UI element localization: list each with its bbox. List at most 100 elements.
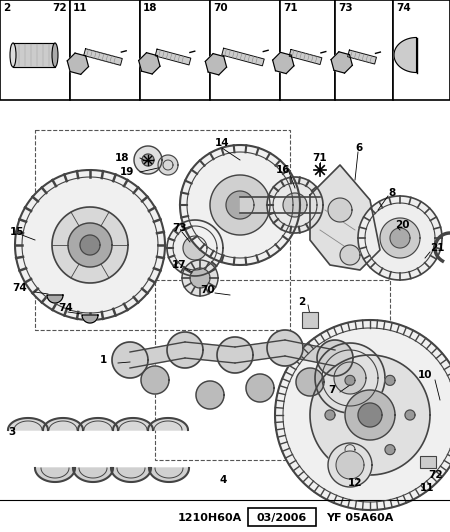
Polygon shape — [336, 451, 364, 479]
Polygon shape — [82, 315, 98, 323]
Text: 72: 72 — [428, 470, 443, 480]
Text: 20: 20 — [395, 220, 410, 230]
Polygon shape — [190, 268, 210, 288]
Polygon shape — [310, 165, 380, 270]
Polygon shape — [80, 235, 100, 255]
Text: 17: 17 — [172, 260, 187, 270]
Text: 7: 7 — [328, 385, 335, 395]
Text: 4: 4 — [220, 475, 227, 485]
Polygon shape — [180, 145, 300, 265]
Polygon shape — [67, 53, 89, 74]
Polygon shape — [328, 198, 352, 222]
Polygon shape — [35, 468, 75, 482]
Polygon shape — [340, 245, 360, 265]
Ellipse shape — [52, 43, 58, 67]
Polygon shape — [149, 468, 189, 482]
Polygon shape — [205, 54, 227, 75]
Polygon shape — [315, 343, 385, 413]
Polygon shape — [240, 197, 320, 213]
Polygon shape — [334, 362, 366, 394]
Polygon shape — [139, 53, 160, 74]
Text: 19: 19 — [120, 167, 135, 177]
Bar — [335, 0, 393, 100]
Text: 74: 74 — [58, 303, 73, 313]
Bar — [210, 0, 280, 100]
Text: 73: 73 — [338, 3, 353, 13]
Text: 71: 71 — [283, 3, 297, 13]
Ellipse shape — [10, 43, 16, 67]
Bar — [302, 312, 318, 328]
Polygon shape — [112, 342, 148, 378]
Polygon shape — [358, 403, 382, 427]
Polygon shape — [358, 196, 442, 280]
Text: 8: 8 — [388, 188, 395, 198]
Text: 12: 12 — [348, 478, 363, 488]
Polygon shape — [84, 49, 122, 65]
Polygon shape — [235, 340, 285, 363]
Polygon shape — [142, 154, 154, 166]
Text: 11: 11 — [420, 483, 435, 493]
Text: 1: 1 — [100, 355, 107, 365]
Polygon shape — [380, 218, 420, 258]
Bar — [393, 0, 450, 100]
Polygon shape — [134, 146, 162, 174]
Bar — [140, 0, 210, 100]
Text: 70: 70 — [213, 3, 228, 13]
Polygon shape — [405, 410, 415, 420]
Text: 71: 71 — [312, 153, 327, 163]
Polygon shape — [130, 342, 185, 368]
Polygon shape — [43, 418, 83, 430]
Polygon shape — [148, 418, 188, 430]
Polygon shape — [310, 355, 430, 475]
Polygon shape — [158, 155, 178, 175]
Polygon shape — [68, 223, 112, 267]
Text: 70: 70 — [200, 285, 215, 295]
Polygon shape — [113, 418, 153, 430]
Text: 14: 14 — [215, 138, 230, 148]
Text: 16: 16 — [276, 165, 291, 175]
Polygon shape — [285, 340, 335, 366]
Polygon shape — [385, 445, 395, 455]
Text: 21: 21 — [430, 243, 445, 253]
Polygon shape — [296, 368, 324, 396]
Polygon shape — [217, 337, 253, 373]
Text: 73: 73 — [172, 223, 187, 233]
Polygon shape — [185, 342, 235, 363]
Polygon shape — [167, 332, 203, 368]
Polygon shape — [155, 49, 191, 65]
Bar — [155, 280, 390, 460]
Polygon shape — [210, 175, 270, 235]
Text: 74: 74 — [12, 283, 27, 293]
Bar — [280, 0, 335, 100]
Polygon shape — [345, 445, 355, 455]
Polygon shape — [273, 52, 294, 73]
Polygon shape — [345, 376, 355, 385]
Polygon shape — [394, 37, 417, 72]
Text: 74: 74 — [396, 3, 411, 13]
Polygon shape — [283, 193, 307, 217]
Text: 1210H60A: 1210H60A — [178, 513, 242, 523]
Polygon shape — [13, 43, 55, 67]
Polygon shape — [289, 49, 322, 64]
Polygon shape — [390, 228, 410, 248]
Polygon shape — [183, 236, 207, 260]
Polygon shape — [317, 340, 353, 376]
Polygon shape — [385, 376, 395, 385]
Text: 2: 2 — [298, 297, 305, 307]
Polygon shape — [345, 390, 395, 440]
Polygon shape — [347, 50, 377, 64]
Polygon shape — [8, 418, 48, 430]
Polygon shape — [267, 330, 303, 366]
Polygon shape — [226, 191, 254, 219]
Polygon shape — [78, 418, 118, 430]
Text: 2: 2 — [3, 3, 10, 13]
Polygon shape — [267, 177, 323, 233]
Polygon shape — [331, 52, 352, 73]
Polygon shape — [111, 468, 151, 482]
Polygon shape — [73, 468, 113, 482]
Text: 6: 6 — [355, 143, 362, 153]
Text: 15: 15 — [10, 227, 24, 237]
Bar — [248, 508, 316, 526]
Text: 10: 10 — [418, 370, 432, 380]
Polygon shape — [47, 295, 63, 303]
